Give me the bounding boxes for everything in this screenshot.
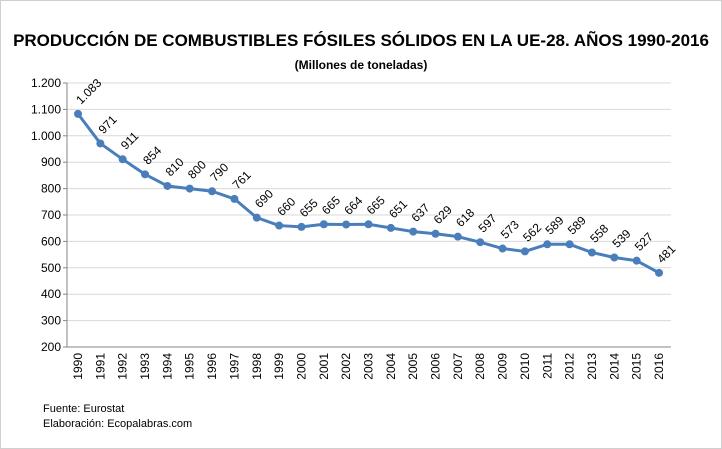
- data-label: 971: [96, 112, 120, 136]
- data-point: [498, 244, 507, 253]
- data-label: 790: [207, 160, 231, 184]
- data-point: [543, 240, 552, 249]
- data-point: [342, 220, 351, 229]
- data-label: 589: [565, 213, 589, 237]
- x-tick-label: 2003: [362, 353, 376, 380]
- x-tick-label: 2013: [585, 353, 599, 380]
- credit-note: Elaboración: Ecopalabras.com: [43, 418, 193, 430]
- x-tick-label: 2008: [473, 353, 487, 380]
- data-label: 589: [542, 213, 566, 237]
- data-point: [565, 240, 574, 249]
- data-point: [476, 238, 485, 247]
- source-note: Fuente: Eurostat: [43, 403, 125, 415]
- x-tick-label: 1990: [71, 353, 85, 380]
- y-tick-label: 1.200: [31, 76, 61, 90]
- x-tick-label: 1994: [160, 353, 174, 380]
- data-point: [230, 194, 239, 203]
- data-label: 481: [654, 242, 678, 266]
- x-tick-label: 2005: [406, 353, 420, 380]
- data-label: 911: [118, 129, 142, 153]
- data-point: [319, 220, 328, 229]
- x-tick-label: 2007: [451, 353, 465, 380]
- y-tick-label: 800: [41, 182, 61, 196]
- data-point: [453, 232, 462, 241]
- x-tick-label: 2011: [540, 353, 554, 379]
- data-point: [252, 213, 261, 222]
- x-tick-label: 2000: [294, 353, 308, 380]
- x-tick-label: 2006: [429, 353, 443, 380]
- y-tick-label: 500: [41, 261, 61, 275]
- data-point: [185, 184, 194, 193]
- x-tick-label: 2012: [563, 353, 577, 380]
- data-point: [409, 227, 418, 236]
- data-point: [208, 187, 217, 196]
- y-tick-label: 900: [41, 155, 61, 169]
- data-label: 651: [386, 197, 410, 221]
- data-label: 690: [252, 186, 276, 210]
- x-tick-label: 1993: [138, 353, 152, 380]
- x-tick-label: 2016: [652, 353, 666, 380]
- data-point: [587, 248, 596, 257]
- data-point: [297, 222, 306, 231]
- x-tick-label: 1991: [93, 353, 107, 380]
- y-tick-label: 1.100: [31, 102, 61, 116]
- x-tick-label: 2015: [630, 353, 644, 380]
- data-label: 558: [587, 221, 611, 245]
- data-point: [386, 223, 395, 232]
- x-tick-label: 1995: [183, 353, 197, 380]
- y-tick-label: 1.000: [31, 129, 61, 143]
- data-point: [141, 170, 150, 179]
- data-point: [364, 220, 373, 229]
- data-label: 618: [453, 205, 477, 229]
- x-tick-label: 1997: [227, 353, 241, 380]
- data-label: 655: [297, 196, 321, 220]
- data-point: [163, 181, 172, 190]
- x-tick-label: 2004: [384, 353, 398, 380]
- data-point: [96, 139, 105, 148]
- series-line: [76, 112, 660, 275]
- data-point: [655, 268, 663, 277]
- data-label: 665: [364, 193, 388, 217]
- data-label: 664: [341, 193, 365, 217]
- y-tick-label: 400: [41, 287, 61, 301]
- y-tick-label: 700: [41, 208, 61, 222]
- chart-subtitle: (Millones de toneladas): [295, 58, 428, 72]
- data-label: 800: [185, 157, 209, 181]
- data-label: 637: [408, 200, 432, 224]
- data-label: 629: [431, 203, 455, 227]
- x-tick-label: 2002: [339, 353, 353, 380]
- data-label: 573: [498, 217, 522, 241]
- data-point: [520, 247, 529, 256]
- x-tick-label: 2014: [607, 353, 621, 380]
- data-label: 854: [140, 143, 164, 167]
- data-point: [118, 155, 127, 164]
- x-tick-label: 2009: [496, 353, 510, 380]
- data-label: 665: [319, 193, 343, 217]
- data-point: [74, 109, 82, 118]
- y-tick-label: 200: [41, 340, 61, 354]
- data-label: 810: [163, 155, 187, 179]
- data-point: [610, 253, 619, 262]
- x-tick-label: 1998: [250, 353, 264, 380]
- chart-title: PRODUCCIÓN DE COMBUSTIBLES FÓSILES SÓLID…: [13, 30, 709, 50]
- x-tick-label: 2010: [518, 353, 532, 380]
- x-tick-label: 1996: [205, 353, 219, 380]
- data-label: 539: [610, 226, 634, 250]
- data-point: [632, 256, 641, 265]
- data-point: [275, 221, 284, 230]
- x-tick-label: 1999: [272, 353, 286, 380]
- x-tick-label: 2001: [317, 353, 331, 380]
- y-tick-label: 600: [41, 234, 61, 248]
- x-tick-label: 1992: [116, 353, 130, 380]
- data-label: 527: [632, 230, 656, 254]
- y-tick-label: 300: [41, 314, 61, 328]
- data-point: [431, 229, 440, 238]
- data-label: 1.083: [73, 76, 104, 107]
